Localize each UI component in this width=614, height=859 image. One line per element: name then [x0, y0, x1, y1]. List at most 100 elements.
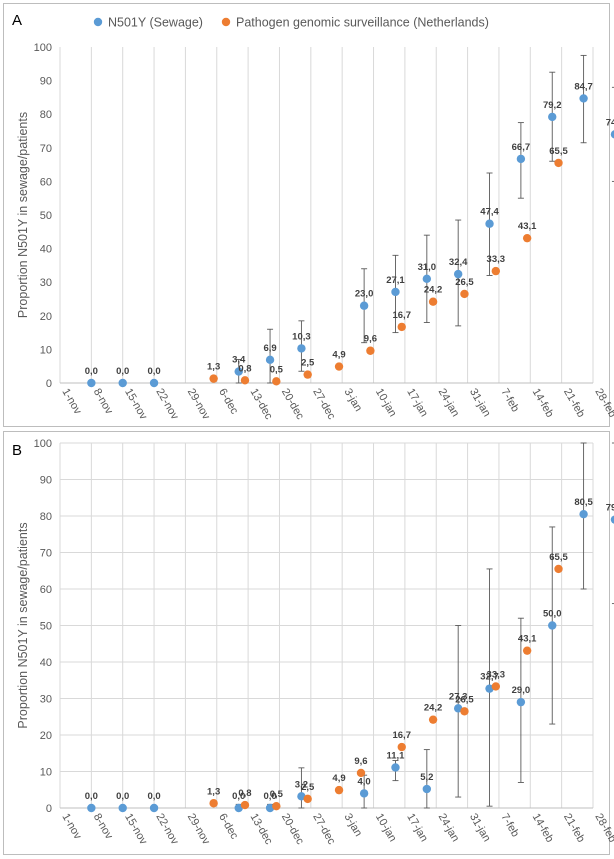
data-label: 24,2: [424, 703, 443, 714]
y-tick-label: 20: [40, 730, 52, 742]
data-point: [460, 289, 469, 299]
data-label: 2,5: [301, 782, 315, 793]
series-surveillance: 1,3 0,8 0,5 2,5 4,9 9,6 16,7 24,2 26,5 33,3 43,1 65…: [207, 146, 568, 386]
data-label: 9,6: [354, 756, 367, 767]
x-tick-label: 14-feb: [530, 812, 556, 845]
x-tick-label: 22-nov: [153, 387, 180, 423]
data-label: 24,2: [424, 285, 443, 296]
data-point: [87, 378, 96, 388]
data-point: [579, 509, 588, 519]
data-point: [391, 287, 400, 297]
panel-b-frame: [3, 431, 610, 855]
data-label: 32,4: [449, 257, 468, 268]
x-tick-label: 20-dec: [279, 387, 306, 423]
y-tick-label: 50: [40, 210, 52, 222]
data-point: [359, 301, 369, 310]
x-tick-label: 13-dec: [248, 387, 275, 423]
data-label: 26,5: [455, 277, 474, 288]
panel-letter-a: A: [12, 12, 22, 29]
data-label: 27,1: [386, 275, 405, 286]
data-label: 3,4: [232, 355, 246, 366]
x-tick-label: 17-jan: [404, 812, 430, 844]
data-label: 0,0: [85, 791, 98, 802]
data-point: [209, 374, 218, 383]
data-label: 66,7: [512, 142, 531, 153]
data-point: [610, 130, 614, 139]
y-tick-label: 90: [40, 76, 52, 88]
x-tick-label: 24-jan: [436, 387, 462, 419]
y-tick-label: 80: [40, 109, 52, 121]
data-label: 33,3: [487, 669, 506, 680]
data-point: [356, 768, 366, 778]
data-point: [240, 800, 250, 810]
y-tick-label: 30: [40, 277, 52, 289]
x-tick-label: 6-dec: [216, 387, 240, 417]
legend-label-sewage: N501Y (Sewage): [108, 16, 203, 30]
data-label: 26,5: [455, 694, 474, 705]
data-label: 79,0: [606, 503, 614, 514]
series-sewage: 0,0 0,0 0,0 0,0 0,0 3,2 4,0 11,1 5,2 27,3 32,7 29,0…: [85, 442, 614, 813]
y-tick-label: 40: [40, 657, 52, 669]
data-label: 47,4: [480, 207, 499, 218]
x-tick-label: 27-dec: [310, 812, 337, 848]
data-point: [334, 785, 344, 795]
data-label: 2,5: [301, 358, 315, 369]
data-point: [366, 346, 375, 355]
data-point: [397, 742, 406, 752]
data-point: [359, 789, 369, 798]
x-tick-label: 14-feb: [530, 387, 556, 420]
x-tick-label: 10-jan: [373, 387, 399, 419]
data-point: [491, 682, 501, 691]
legend-marker-sewage: [93, 17, 103, 27]
panel-letter-b: B: [12, 442, 22, 459]
data-label: 79,2: [543, 100, 562, 111]
x-tick-label: 29-nov: [185, 387, 212, 423]
data-point: [554, 564, 563, 574]
x-tick-label: 31-jan: [467, 812, 493, 844]
data-label: 0,0: [147, 366, 160, 377]
data-label: 10,3: [292, 331, 311, 342]
data-label: 9,6: [364, 334, 377, 345]
data-label: 3,2: [295, 779, 308, 790]
data-label: 23,0: [355, 289, 374, 300]
data-label: 0,5: [270, 364, 284, 375]
data-label: 1,3: [207, 786, 220, 797]
y-axis-title: Proportion N501Y in sewage/patients: [16, 112, 30, 318]
x-tick-label: 20-dec: [279, 812, 306, 848]
data-label: 4,9: [332, 773, 345, 784]
data-point: [548, 621, 557, 630]
data-label: 0,8: [238, 788, 251, 799]
data-point: [428, 297, 438, 306]
data-point: [522, 233, 532, 243]
legend-label-surveillance: Pathogen genomic surveillance (Netherlan…: [236, 16, 489, 30]
data-point: [297, 344, 306, 353]
x-tick-label: 22-nov: [153, 812, 180, 848]
y-tick-label: 20: [40, 311, 52, 323]
series-sewage: 0,0 0,0 0,0 3,4 6,9 10,3 23,0 27,1 31,0 32,4 47,4 6…: [85, 54, 614, 388]
data-label: 80,5: [574, 497, 593, 508]
x-tick-label: 7-feb: [498, 387, 521, 415]
y-tick-label: 100: [34, 42, 52, 54]
y-tick-label: 60: [40, 176, 52, 188]
x-tick-label: 28-feb: [592, 812, 614, 845]
data-label: 5,2: [420, 772, 433, 783]
data-label: 0,8: [238, 363, 251, 374]
data-point: [485, 219, 494, 228]
data-point: [149, 378, 159, 388]
x-tick-label: 29-nov: [185, 812, 212, 848]
data-point: [272, 801, 281, 811]
data-point: [265, 355, 275, 365]
data-point: [460, 707, 469, 716]
y-tick-label: 80: [40, 511, 52, 523]
y-tick-label: 10: [40, 344, 52, 356]
data-point: [516, 697, 526, 707]
data-point: [522, 646, 532, 655]
data-label: 4,0: [358, 776, 371, 787]
x-tick-label: 15-nov: [122, 387, 149, 423]
x-tick-label: 8-nov: [91, 812, 115, 842]
data-label: 0,0: [147, 791, 160, 802]
data-label: 6,9: [263, 343, 276, 354]
data-label: 1,3: [207, 362, 220, 373]
x-tick-label: 3-jan: [342, 812, 365, 839]
data-label: 84,7: [574, 81, 593, 92]
